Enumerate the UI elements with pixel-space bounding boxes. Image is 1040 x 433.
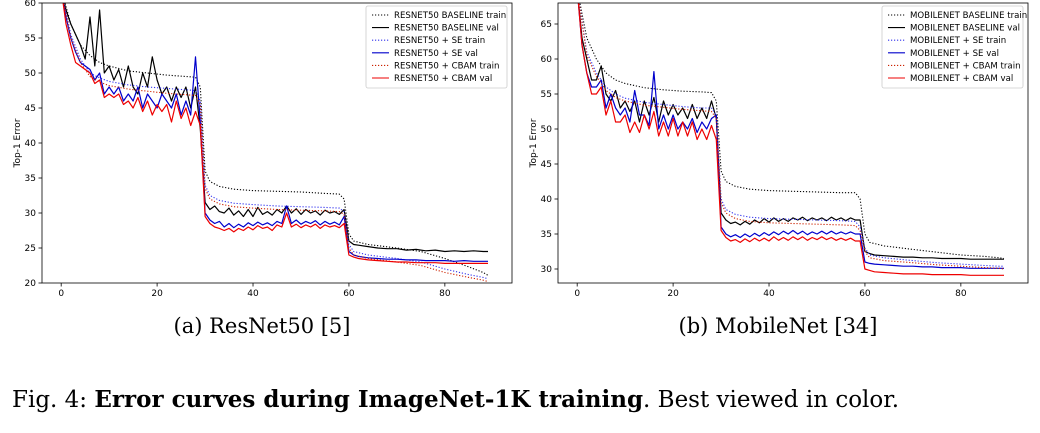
y-tick-label: 25	[25, 244, 36, 254]
mobilenet-error-chart: 0 20 40 60 80 30 35 40 45 50 55 60 65 Top-1 Error MOBI…	[529, 2, 1029, 338]
series-line-2	[63, 3, 489, 280]
x-tick-label: 80	[439, 289, 451, 299]
legend-label: MOBILENET + CBAM train	[910, 61, 1021, 71]
x-tick-label: 20	[151, 289, 163, 299]
y-tick-label: 50	[541, 125, 553, 135]
y-tick-label: 20	[25, 279, 37, 289]
y-axis-label: Top-1 Error	[13, 118, 23, 168]
x-tick-label: 40	[247, 289, 259, 299]
series-lines	[62, 3, 489, 283]
legend-label: RESNET50 + SE train	[394, 36, 485, 46]
series-line-4	[63, 3, 489, 283]
subcaption: (a) ResNet50 [5]	[174, 314, 351, 338]
series-line-4	[578, 3, 1005, 270]
x-tick-label: 0	[574, 289, 580, 299]
x-tick-label: 60	[343, 289, 355, 299]
caption-suffix: . Best viewed in color.	[643, 387, 900, 413]
series-line-0	[579, 3, 1005, 260]
y-tick-label: 40	[25, 139, 37, 149]
legend-label: MOBILENET BASELINE train	[910, 11, 1027, 21]
legend-label: RESNET50 BASELINE val	[394, 24, 499, 34]
legend: RESNET50 BASELINE train RESNET50 BASELINE…	[365, 5, 508, 89]
x-tick-label: 20	[667, 289, 679, 299]
y-tick-label: 50	[25, 69, 37, 79]
legend: MOBILENET BASELINE train MOBILENET BASELI…	[881, 5, 1027, 89]
caption-title: Error curves during ImageNet-1K training	[94, 386, 644, 413]
series-line-5	[577, 3, 1004, 276]
caption-prefix: Fig. 4:	[12, 387, 88, 413]
y-tick-label: 65	[541, 20, 552, 30]
subcaption: (b) MobileNet [34]	[679, 314, 878, 338]
legend-label: RESNET50 + SE val	[394, 49, 478, 59]
series-line-1	[577, 3, 1004, 260]
y-tick-label: 45	[25, 104, 36, 114]
legend-label: RESNET50 + CBAM val	[394, 74, 492, 84]
y-tick-label: 55	[541, 90, 552, 100]
series-line-2	[578, 3, 1004, 267]
y-tick-label: 60	[541, 55, 553, 65]
series-line-5	[62, 3, 488, 264]
y-tick-label: 35	[25, 174, 36, 184]
x-tick-label: 0	[58, 289, 64, 299]
y-tick-label: 55	[25, 34, 36, 44]
series-line-3	[62, 3, 488, 262]
y-tick-label: 45	[541, 160, 552, 170]
legend-label: MOBILENET + CBAM val	[910, 74, 1013, 84]
series-line-3	[577, 3, 1004, 269]
legend-box	[365, 5, 508, 89]
series-line-1	[63, 3, 488, 253]
x-tick-label: 60	[859, 289, 871, 299]
plot-frame	[557, 2, 1029, 284]
x-tick-label: 80	[955, 289, 967, 299]
legend-label: RESNET50 + CBAM train	[394, 61, 500, 71]
series-lines	[577, 3, 1005, 276]
legend-label: MOBILENET + SE train	[910, 36, 1006, 46]
legend-box	[881, 5, 1024, 89]
legend-label: RESNET50 BASELINE train	[394, 11, 506, 21]
y-tick-label: 35	[541, 230, 552, 240]
y-tick-label: 60	[25, 0, 37, 9]
y-tick-label: 30	[25, 209, 37, 219]
figure-caption: Fig. 4: Error curves during ImageNet-1K …	[12, 386, 1032, 413]
legend-label: MOBILENET BASELINE val	[910, 24, 1020, 34]
y-tick-label: 30	[541, 265, 553, 275]
y-tick-label: 40	[541, 195, 553, 205]
legend-label: MOBILENET + SE val	[910, 49, 999, 59]
y-axis-label: Top-1 Error	[529, 118, 539, 168]
resnet50-error-chart: 0 20 40 60 80 20 25 30 35 40 45 50 55 60 Top-1 Error RE…	[13, 0, 513, 338]
x-tick-label: 40	[763, 289, 775, 299]
